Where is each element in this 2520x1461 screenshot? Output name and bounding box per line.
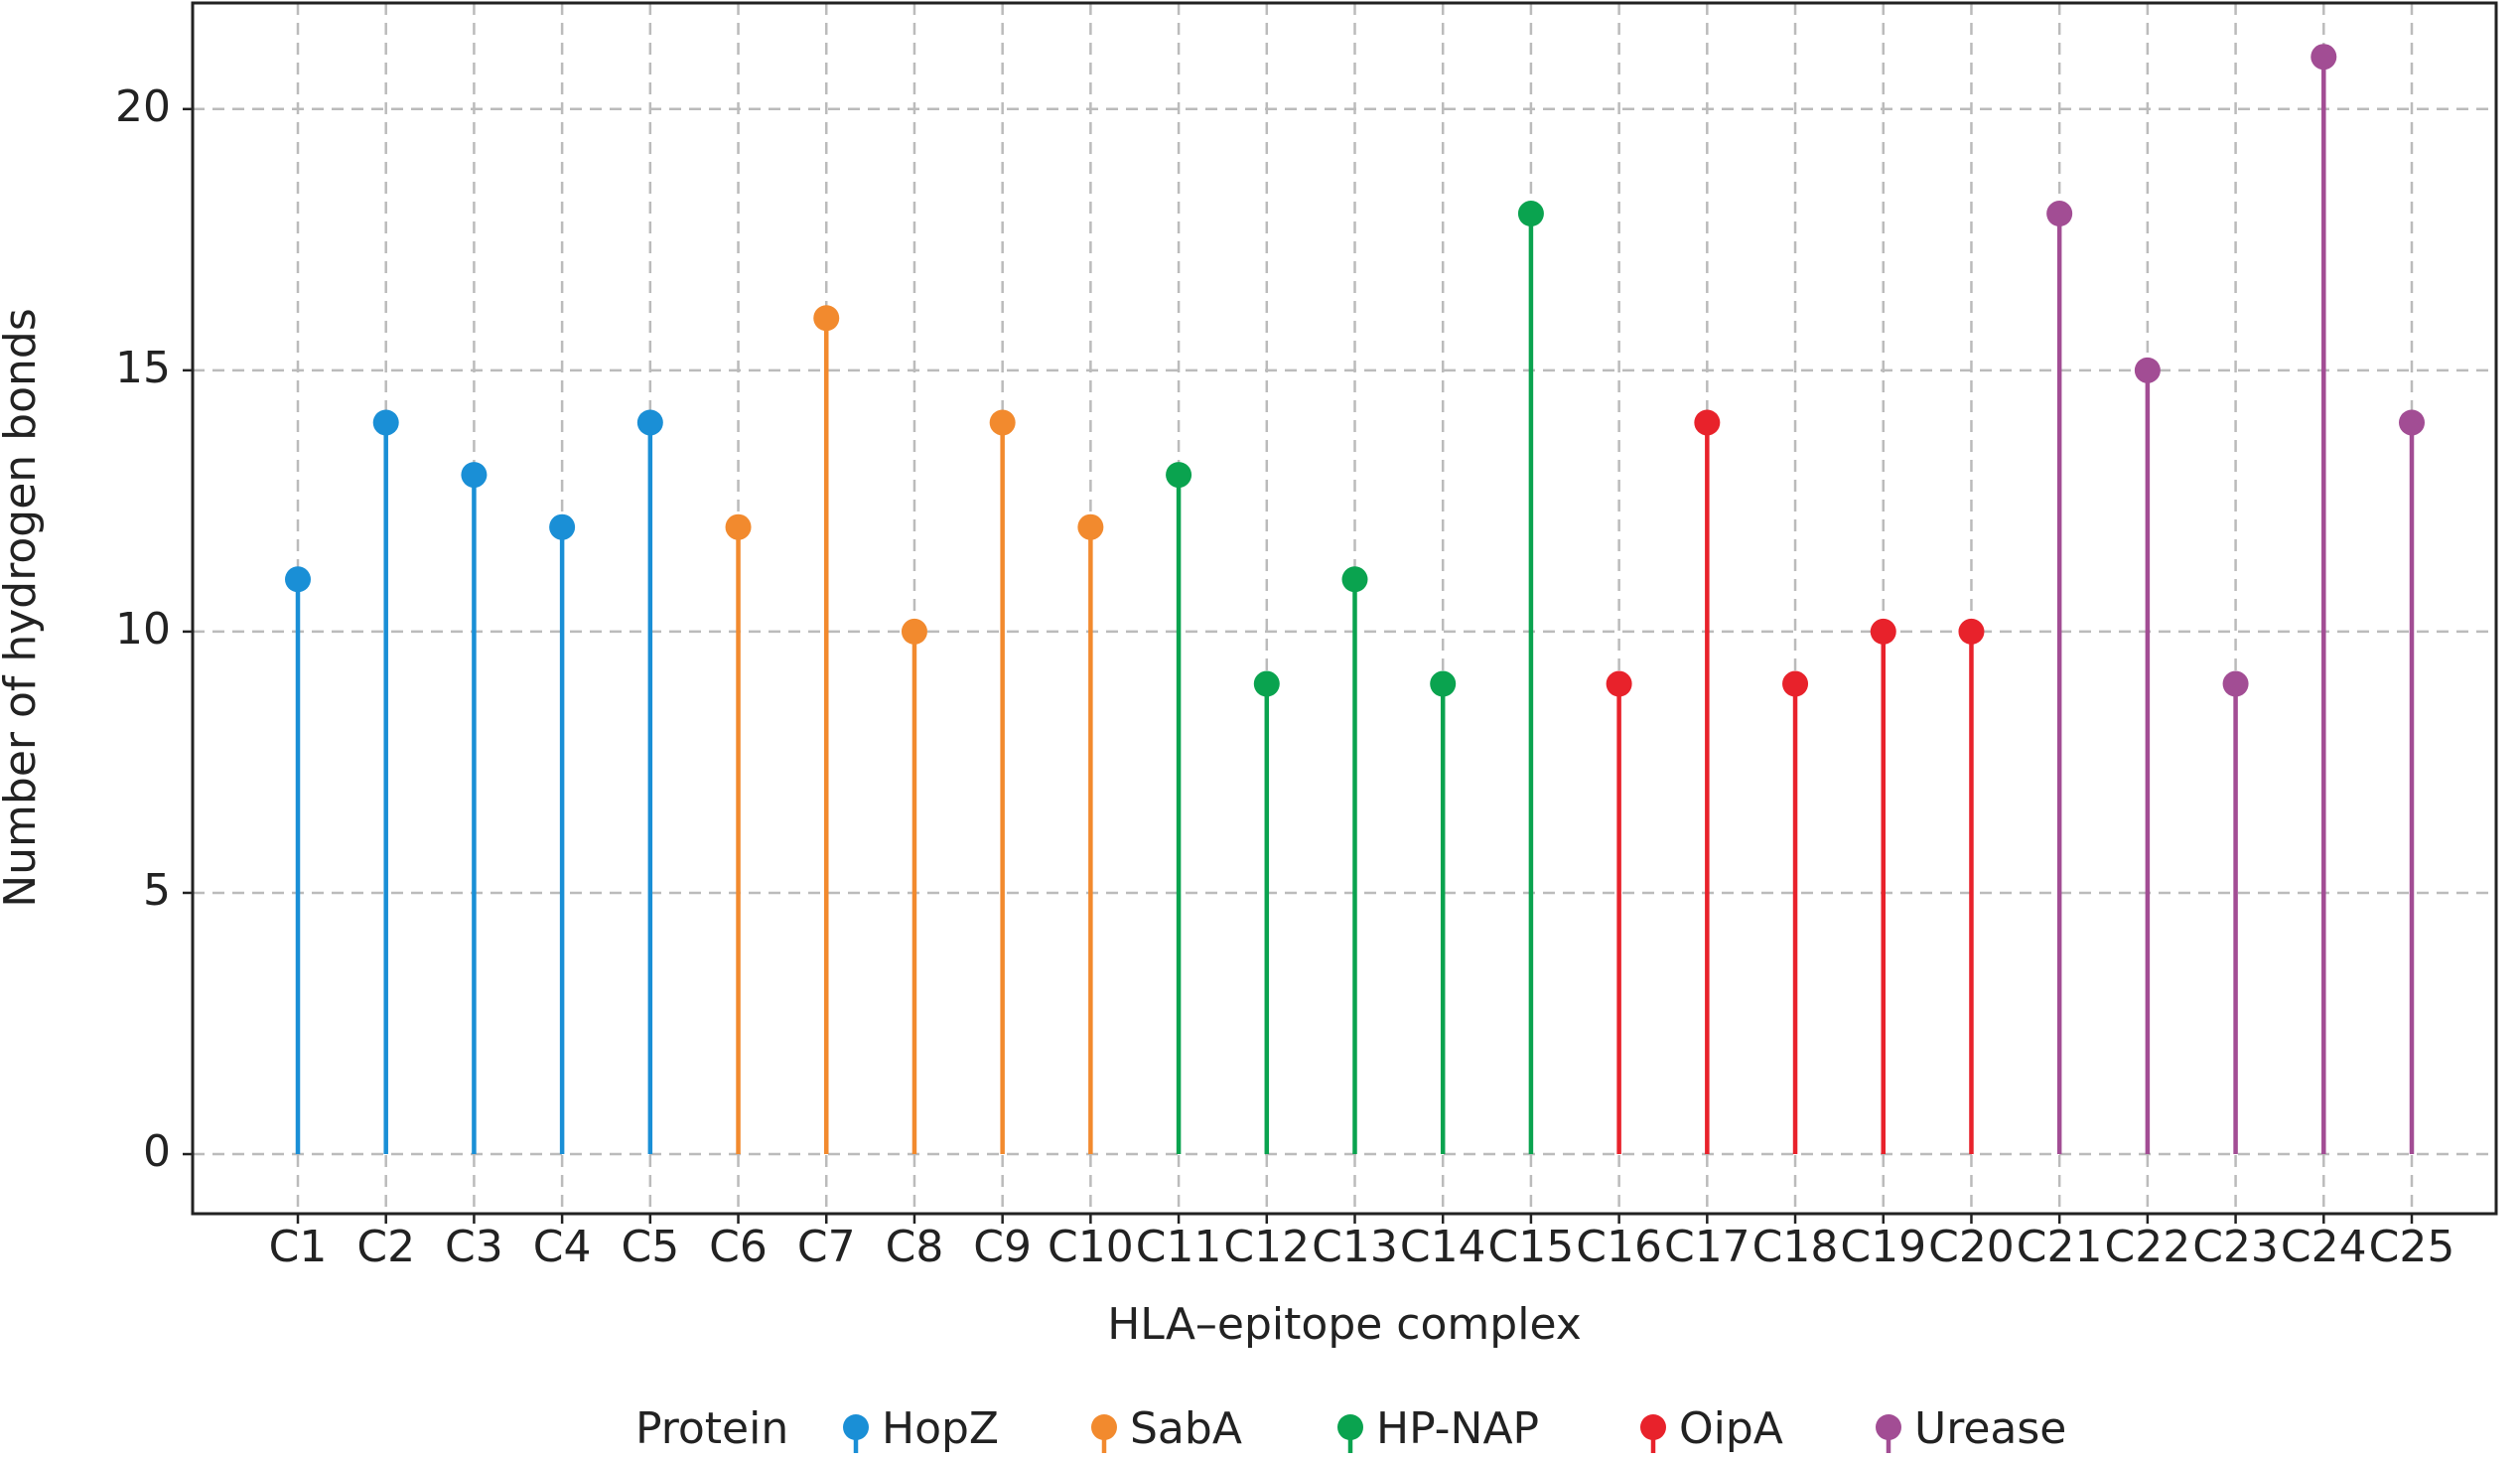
legend-dot [1091, 1414, 1117, 1440]
legend-dot [843, 1414, 869, 1440]
x-axis-title: HLA–epitope complex [1107, 1299, 1582, 1350]
legend-dot [1337, 1414, 1363, 1440]
dot [549, 513, 576, 540]
legend-title: Protein [635, 1403, 788, 1454]
y-tick-label: 5 [143, 865, 171, 916]
dot [636, 409, 663, 436]
x-tick-label: C16 [1576, 1222, 1662, 1272]
x-tick-label: C23 [2192, 1222, 2279, 1272]
x-tick-label: C21 [2017, 1222, 2103, 1272]
x-tick-label: C10 [1048, 1222, 1134, 1272]
x-tick-label: C5 [621, 1222, 679, 1272]
dot [901, 618, 927, 645]
x-tick-label: C6 [709, 1222, 768, 1272]
x-tick-label: C19 [1840, 1222, 1926, 1272]
legend-dot [1876, 1414, 1901, 1440]
x-tick-label: C3 [445, 1222, 503, 1272]
dot [1253, 670, 1280, 697]
legend-label: HopZ [882, 1403, 999, 1454]
y-tick-label: 10 [115, 604, 171, 655]
y-tick-label: 15 [115, 343, 171, 393]
x-tick-label: C25 [2369, 1222, 2455, 1272]
y-tick-label: 20 [115, 81, 171, 132]
dot [1694, 409, 1721, 436]
dot [725, 513, 752, 540]
dot [1517, 201, 1544, 227]
x-tick-label: C12 [1223, 1222, 1310, 1272]
dot [1606, 670, 1632, 697]
dot [285, 566, 311, 593]
dot [1077, 513, 1104, 540]
dot [2046, 201, 2073, 227]
dot [1341, 566, 1368, 593]
legend-dot [1640, 1414, 1666, 1440]
x-tick-label: C24 [2281, 1222, 2367, 1272]
legend-label: HP-NAP [1376, 1403, 1539, 1454]
dot [2310, 44, 2337, 71]
dot [461, 462, 488, 489]
x-tick-label: C18 [1752, 1222, 1839, 1272]
dot [2222, 670, 2249, 697]
dot [813, 305, 840, 332]
dot [1958, 618, 1985, 645]
dot [1430, 670, 1457, 697]
x-tick-label: C9 [973, 1222, 1032, 1272]
x-tick-label: C4 [533, 1222, 592, 1272]
y-axis-title: Number of hydrogen bonds [0, 308, 46, 908]
legend-label: OipA [1679, 1403, 1783, 1454]
x-tick-label: C2 [356, 1222, 415, 1272]
dot [1166, 462, 1192, 489]
y-tick-label: 0 [143, 1126, 171, 1177]
dot [989, 409, 1016, 436]
x-tick-label: C11 [1136, 1222, 1222, 1272]
x-tick-label: C1 [269, 1222, 328, 1272]
x-tick-label: C7 [797, 1222, 856, 1272]
x-tick-label: C15 [1488, 1222, 1575, 1272]
dot [2399, 409, 2425, 436]
dot [1782, 670, 1809, 697]
dot [1870, 618, 1896, 645]
plot-frame [191, 1, 2498, 1216]
legend-label: SabA [1130, 1403, 1242, 1454]
x-tick-label: C13 [1312, 1222, 1398, 1272]
dot [372, 409, 399, 436]
x-tick-label: C8 [886, 1222, 944, 1272]
x-tick-label: C14 [1400, 1222, 1486, 1272]
x-tick-label: C17 [1664, 1222, 1750, 1272]
legend-label: Urease [1914, 1403, 2066, 1454]
dot [2134, 357, 2161, 383]
x-tick-label: C20 [1928, 1222, 2015, 1272]
x-tick-label: C22 [2105, 1222, 2191, 1272]
